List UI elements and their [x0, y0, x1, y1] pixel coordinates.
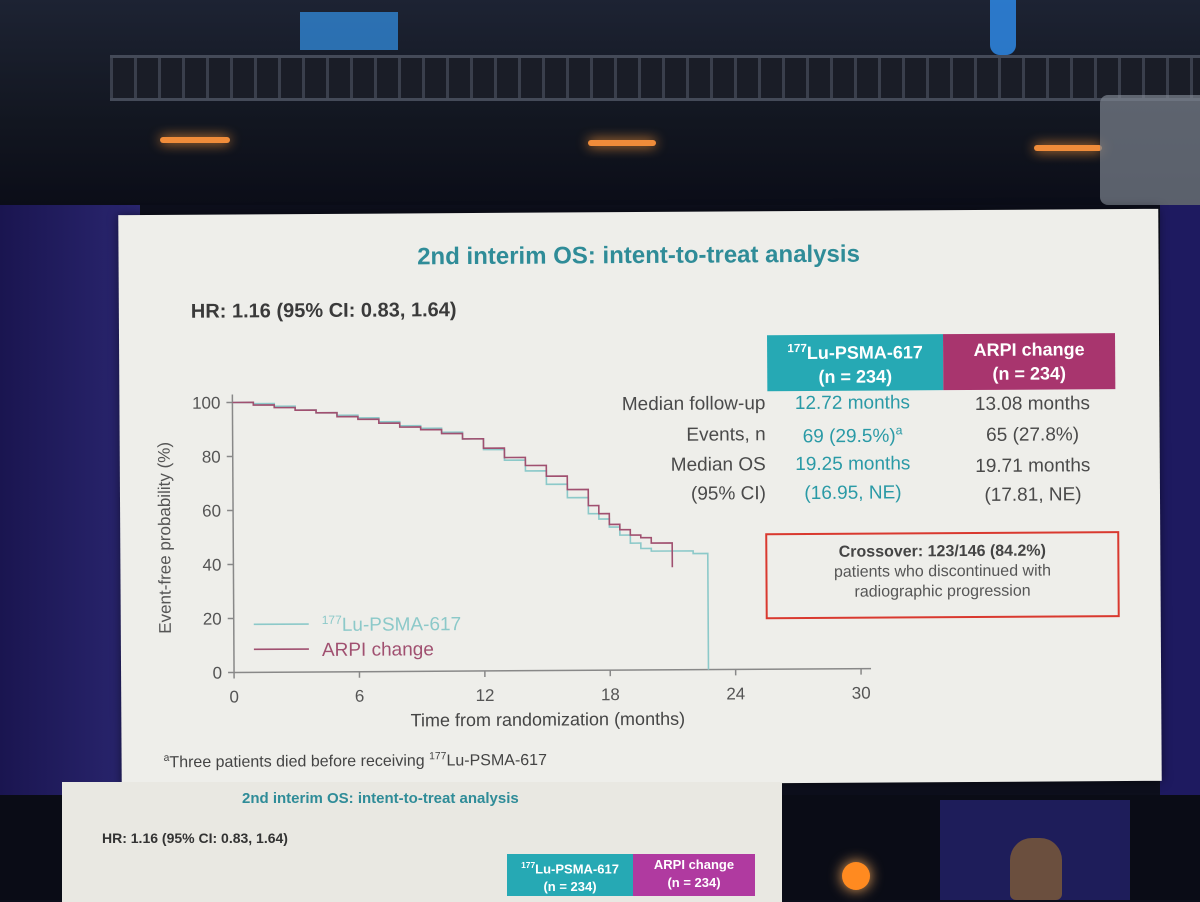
row-arpi-value: 65 (27.8%): [944, 424, 1122, 447]
legend-text: Lu-PSMA-617: [342, 614, 461, 636]
y-tick-label: 100: [192, 394, 220, 413]
side-screen-right: [1160, 205, 1200, 795]
x-tick-label: 30: [852, 684, 871, 703]
row-label: Median follow-up: [622, 393, 766, 416]
header-arpi-change: ARPI change (n = 234): [943, 333, 1115, 390]
y-tick-label: 60: [202, 502, 221, 521]
y-axis-line: [232, 394, 234, 672]
x-tick-label: 6: [355, 687, 365, 706]
crossover-line-2: patients who discontinued with: [834, 562, 1051, 580]
events-lu-sup: a: [896, 423, 903, 437]
x-tick-label: 18: [601, 685, 620, 704]
lower-monitor-slide: 2nd interim OS: intent-to-treat analysis…: [62, 782, 782, 902]
footnote-text: Three patients died before receiving: [169, 753, 429, 772]
lower-arpi-label: ARPI change: [654, 857, 734, 872]
stage-light-orange: [842, 862, 870, 890]
row-label: Events, n: [686, 424, 765, 446]
header-arpi-n: (n = 234): [943, 361, 1115, 386]
lighting-truss: [110, 55, 1200, 101]
lower-slide-title: 2nd interim OS: intent-to-treat analysis: [242, 790, 519, 807]
y-tick-label: 80: [202, 448, 221, 467]
lower-lu-label: Lu-PSMA-617: [535, 861, 619, 876]
lower-lu-n: (n = 234): [543, 879, 596, 894]
x-tick-label: 0: [229, 687, 239, 706]
lower-lu-sup: 177: [521, 860, 535, 870]
y-tick-label: 20: [203, 610, 222, 629]
ventilation-duct: [1100, 95, 1200, 205]
lower-header-lu: 177Lu-PSMA-617 (n = 234): [507, 854, 633, 896]
legend-label: ARPI change: [322, 639, 434, 661]
stage-lamp: [1034, 145, 1102, 151]
row-arpi-value: (17.81, NE): [944, 484, 1122, 507]
legend-label: 177Lu-PSMA-617: [322, 612, 462, 636]
lower-arpi-n: (n = 234): [667, 875, 720, 890]
header-lu-psma: 177Lu-PSMA-617 (n = 234): [767, 334, 943, 391]
footnote: aThree patients died before receiving 17…: [164, 751, 547, 773]
row-lu-value: 12.72 months: [767, 392, 937, 415]
stage-lamp: [588, 140, 656, 146]
x-axis-label: Time from randomization (months): [411, 709, 686, 731]
presentation-slide: 2nd interim OS: intent-to-treat analysis…: [118, 209, 1161, 787]
x-tick-label: 24: [726, 684, 745, 703]
stage-light-blue-right: [990, 0, 1016, 55]
row-lu-value: 69 (29.5%)a: [768, 423, 938, 448]
row-arpi-value: 19.71 months: [944, 455, 1122, 478]
legend-sup: 177: [322, 613, 342, 627]
y-tick-label: 40: [202, 556, 221, 575]
stage-lamp: [160, 137, 230, 143]
speaker: [1010, 838, 1062, 900]
events-lu-text: 69 (29.5%): [803, 426, 896, 448]
crossover-headline: Crossover: 123/146 (84.2%): [839, 543, 1046, 561]
lower-header-arpi: ARPI change (n = 234): [633, 854, 755, 896]
stage-light-blue: [300, 12, 398, 50]
series-line-lu-psma: [232, 400, 708, 673]
crossover-line-3: radiographic progression: [854, 583, 1030, 601]
x-tick-label: 12: [475, 686, 494, 705]
footnote-tail: Lu-PSMA-617: [446, 752, 547, 770]
header-lu-sup: 177: [787, 342, 807, 355]
row-lu-value: (16.95, NE): [768, 482, 938, 505]
footnote-sup: 177: [429, 751, 446, 762]
x-axis-line: [234, 669, 871, 673]
y-tick-label: 0: [213, 664, 223, 683]
header-lu-label: Lu-PSMA-617: [807, 342, 923, 363]
y-axis-label: Event-free probability (%): [155, 442, 175, 634]
stage-background: [0, 0, 1200, 205]
row-arpi-value: 13.08 months: [943, 393, 1121, 416]
crossover-box: Crossover: 123/146 (84.2%) patients who …: [765, 531, 1120, 619]
header-arpi-label: ARPI change: [943, 337, 1115, 362]
lower-slide-hr: HR: 1.16 (95% CI: 0.83, 1.64): [102, 830, 288, 846]
row-label: (95% CI): [691, 483, 766, 505]
row-lu-value: 19.25 months: [768, 453, 938, 476]
series-line-arpi-change: [232, 400, 672, 570]
row-label: Median OS: [671, 454, 766, 477]
header-lu-n: (n = 234): [767, 364, 943, 389]
